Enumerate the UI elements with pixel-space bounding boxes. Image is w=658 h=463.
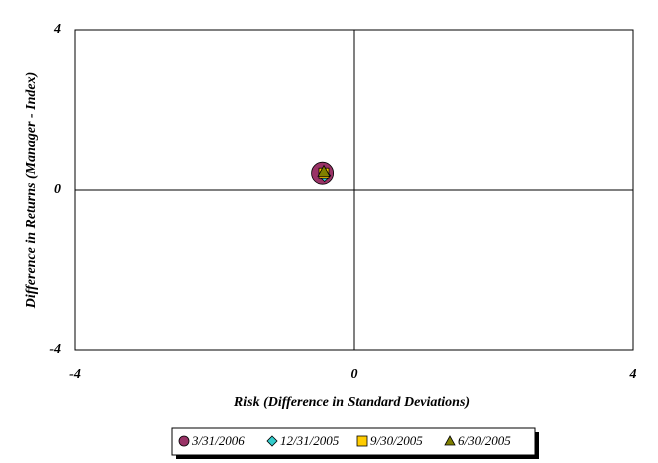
x-tick-label: 0 [351, 367, 358, 382]
y-axis-label: Difference in Returns (Manager - Index) [24, 72, 39, 310]
y-tick-label: -4 [49, 342, 61, 357]
legend-marker [444, 435, 456, 446]
legend-box [171, 427, 536, 456]
x-tick-label: 4 [629, 367, 637, 382]
legend: 3/31/2006 12/31/2005 9/30/2005 6/30/2005 [171, 427, 539, 459]
legend-marker [356, 435, 368, 447]
legend-label: 9/30/2005 [370, 433, 423, 448]
x-tick-label: -4 [69, 367, 81, 382]
legend-label: 12/31/2005 [280, 433, 340, 448]
legend-marker [178, 435, 190, 447]
y-tick-label: 4 [53, 22, 61, 37]
legend-marker [266, 435, 278, 447]
y-tick-label: 0 [54, 182, 61, 197]
legend-label: 3/31/2006 [191, 433, 245, 448]
legend-label: 6/30/2005 [458, 433, 511, 448]
point [317, 164, 331, 177]
x-axis-label: Risk (Difference in Standard Deviations) [233, 395, 470, 410]
